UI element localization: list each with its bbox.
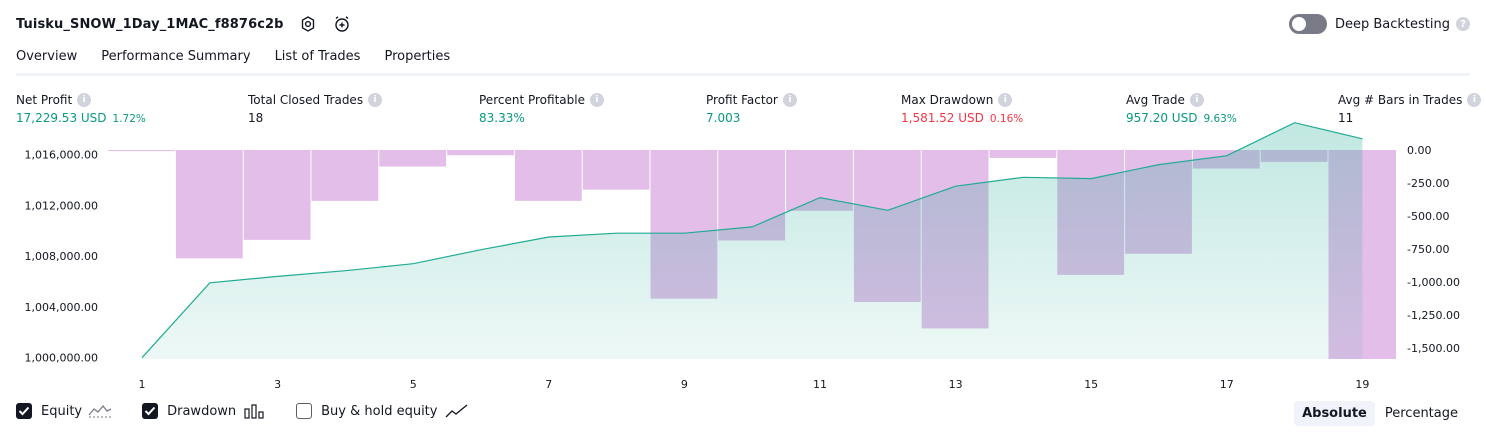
y-left-tick-label: 1,000,000.00 — [25, 352, 98, 365]
metric-total-closed-trades: Total Closed Trades i 18 — [248, 93, 383, 125]
y-left-tick-label: 1,004,000.00 — [25, 301, 98, 314]
y-right-tick-label: 0.00 — [1407, 144, 1432, 157]
equity-area — [142, 122, 1363, 359]
y-right-tick-label: -1,250.00 — [1407, 309, 1460, 322]
metric-value: 957.20 USD — [1126, 111, 1198, 125]
drawdown-bar — [108, 150, 175, 152]
metric-value: 7.003 — [706, 111, 741, 125]
metric-avg-trade: Avg Trade i 957.20 USD 9.63% — [1126, 93, 1237, 125]
drawdown-bar — [989, 150, 1057, 158]
metric-label: Percent Profitable — [479, 93, 585, 107]
strategy-header: Tuisku_SNOW_1Day_1MAC_f8876c2b — [16, 12, 352, 36]
info-icon[interactable]: i — [589, 93, 604, 107]
scale-mode-switch: Absolute Percentage — [1292, 401, 1466, 426]
x-tick-label: 9 — [681, 378, 688, 391]
metric-label: Avg # Bars in Trades — [1338, 93, 1463, 107]
settings-icon[interactable] — [298, 14, 318, 34]
drawdown-bar — [514, 150, 582, 201]
legend-equity-label: Equity — [41, 403, 83, 419]
metric-avg-bars-in-trades: Avg # Bars in Trades i 11 — [1338, 93, 1482, 125]
deep-backtesting: Deep Backtesting ? — [1288, 12, 1470, 36]
legend-buy-hold[interactable]: Buy & hold equity — [296, 403, 469, 419]
info-icon[interactable]: i — [1467, 93, 1482, 107]
chart-legend: Equity Drawdown Buy & hold equity — [16, 403, 499, 419]
tab-list-of-trades[interactable]: List of Trades — [274, 49, 361, 64]
drawdown-checkbox[interactable] — [142, 403, 159, 419]
legend-drawdown[interactable]: Drawdown — [142, 403, 266, 419]
y-left-tick-label: 1,008,000.00 — [25, 250, 98, 263]
y-right-tick-label: -500.00 — [1407, 210, 1449, 223]
add-alert-icon[interactable] — [332, 14, 352, 34]
metric-value: 17,229.53 USD — [16, 111, 107, 125]
y-left-tick-label: 1,012,000.00 — [25, 199, 98, 212]
legend-drawdown-label: Drawdown — [167, 403, 237, 419]
x-tick-label: 11 — [813, 378, 827, 391]
x-tick-label: 17 — [1220, 378, 1234, 391]
y-left-tick-label: 1,016,000.00 — [25, 148, 98, 161]
info-icon[interactable]: i — [998, 93, 1013, 107]
percentage-button[interactable]: Percentage — [1384, 406, 1458, 421]
x-tick-label: 1 — [139, 378, 146, 391]
buy-hold-checkbox[interactable] — [296, 403, 313, 419]
y-right-tick-label: -1,500.00 — [1407, 342, 1460, 355]
equity-checkbox[interactable] — [16, 403, 32, 419]
x-tick-label: 13 — [949, 378, 963, 391]
drawdown-bar — [582, 150, 650, 190]
buy-hold-line-icon — [445, 403, 469, 419]
metric-net-profit: Net Profit i 17,229.53 USD 1.72% — [16, 93, 146, 125]
drawdown-bars-icon — [244, 403, 266, 419]
metric-value: 11 — [1338, 111, 1354, 125]
metric-percent: 0.16% — [989, 113, 1024, 125]
metric-label: Avg Trade — [1126, 93, 1185, 107]
deep-backtesting-label: Deep Backtesting — [1334, 16, 1450, 32]
metric-percent-profitable: Percent Profitable i 83.33% — [479, 93, 604, 125]
equity-line — [141, 122, 1363, 359]
drawdown-bar — [311, 150, 379, 201]
metric-value: 83.33% — [479, 111, 525, 125]
metric-label: Total Closed Trades — [248, 93, 364, 107]
metric-percent: 1.72% — [112, 113, 146, 125]
metric-label: Profit Factor — [706, 93, 778, 107]
metric-profit-factor: Profit Factor i 7.003 — [706, 93, 797, 125]
x-tick-label: 3 — [274, 378, 281, 391]
deep-backtesting-toggle[interactable] — [1288, 14, 1327, 34]
tabs-divider — [16, 73, 1470, 76]
x-tick-label: 7 — [545, 378, 552, 391]
tab-properties[interactable]: Properties — [384, 49, 451, 64]
metric-label: Max Drawdown — [901, 93, 994, 107]
info-icon[interactable]: i — [77, 93, 92, 107]
drawdown-bar — [175, 150, 243, 259]
metric-percent: 9.63% — [1203, 113, 1237, 125]
drawdown-bar — [243, 150, 311, 240]
y-right-tick-label: -1,000.00 — [1407, 276, 1460, 289]
strategy-title: Tuisku_SNOW_1Day_1MAC_f8876c2b — [16, 16, 284, 32]
metric-value: 18 — [248, 111, 264, 125]
info-icon[interactable]: i — [368, 93, 383, 107]
x-tick-label: 15 — [1084, 378, 1098, 391]
x-tick-label: 19 — [1355, 378, 1369, 391]
legend-equity[interactable]: Equity — [16, 403, 112, 419]
metric-max-drawdown: Max Drawdown i 1,581.52 USD 0.16% — [901, 93, 1023, 125]
y-right-tick-label: -250.00 — [1407, 177, 1449, 190]
help-icon[interactable]: ? — [1456, 17, 1470, 31]
equity-drawdown-chart: 1,000,000.00 1,004,000.00 1,008,000.00 1,01… — [25, 122, 1460, 391]
drawdown-bar — [447, 150, 514, 156]
metric-label: Net Profit — [16, 93, 73, 107]
x-tick-label: 5 — [410, 378, 417, 391]
drawdown-bar — [379, 150, 447, 167]
metric-value: 1,581.52 USD — [901, 111, 984, 125]
info-icon[interactable]: i — [782, 93, 797, 107]
legend-buy-hold-label: Buy & hold equity — [321, 403, 438, 419]
y-right-tick-label: -750.00 — [1407, 243, 1449, 256]
info-icon[interactable]: i — [1189, 93, 1204, 107]
tab-performance-summary[interactable]: Performance Summary — [101, 49, 251, 64]
absolute-button[interactable]: Absolute — [1294, 401, 1375, 426]
equity-line-icon — [88, 403, 112, 419]
toggle-knob — [1291, 17, 1306, 31]
